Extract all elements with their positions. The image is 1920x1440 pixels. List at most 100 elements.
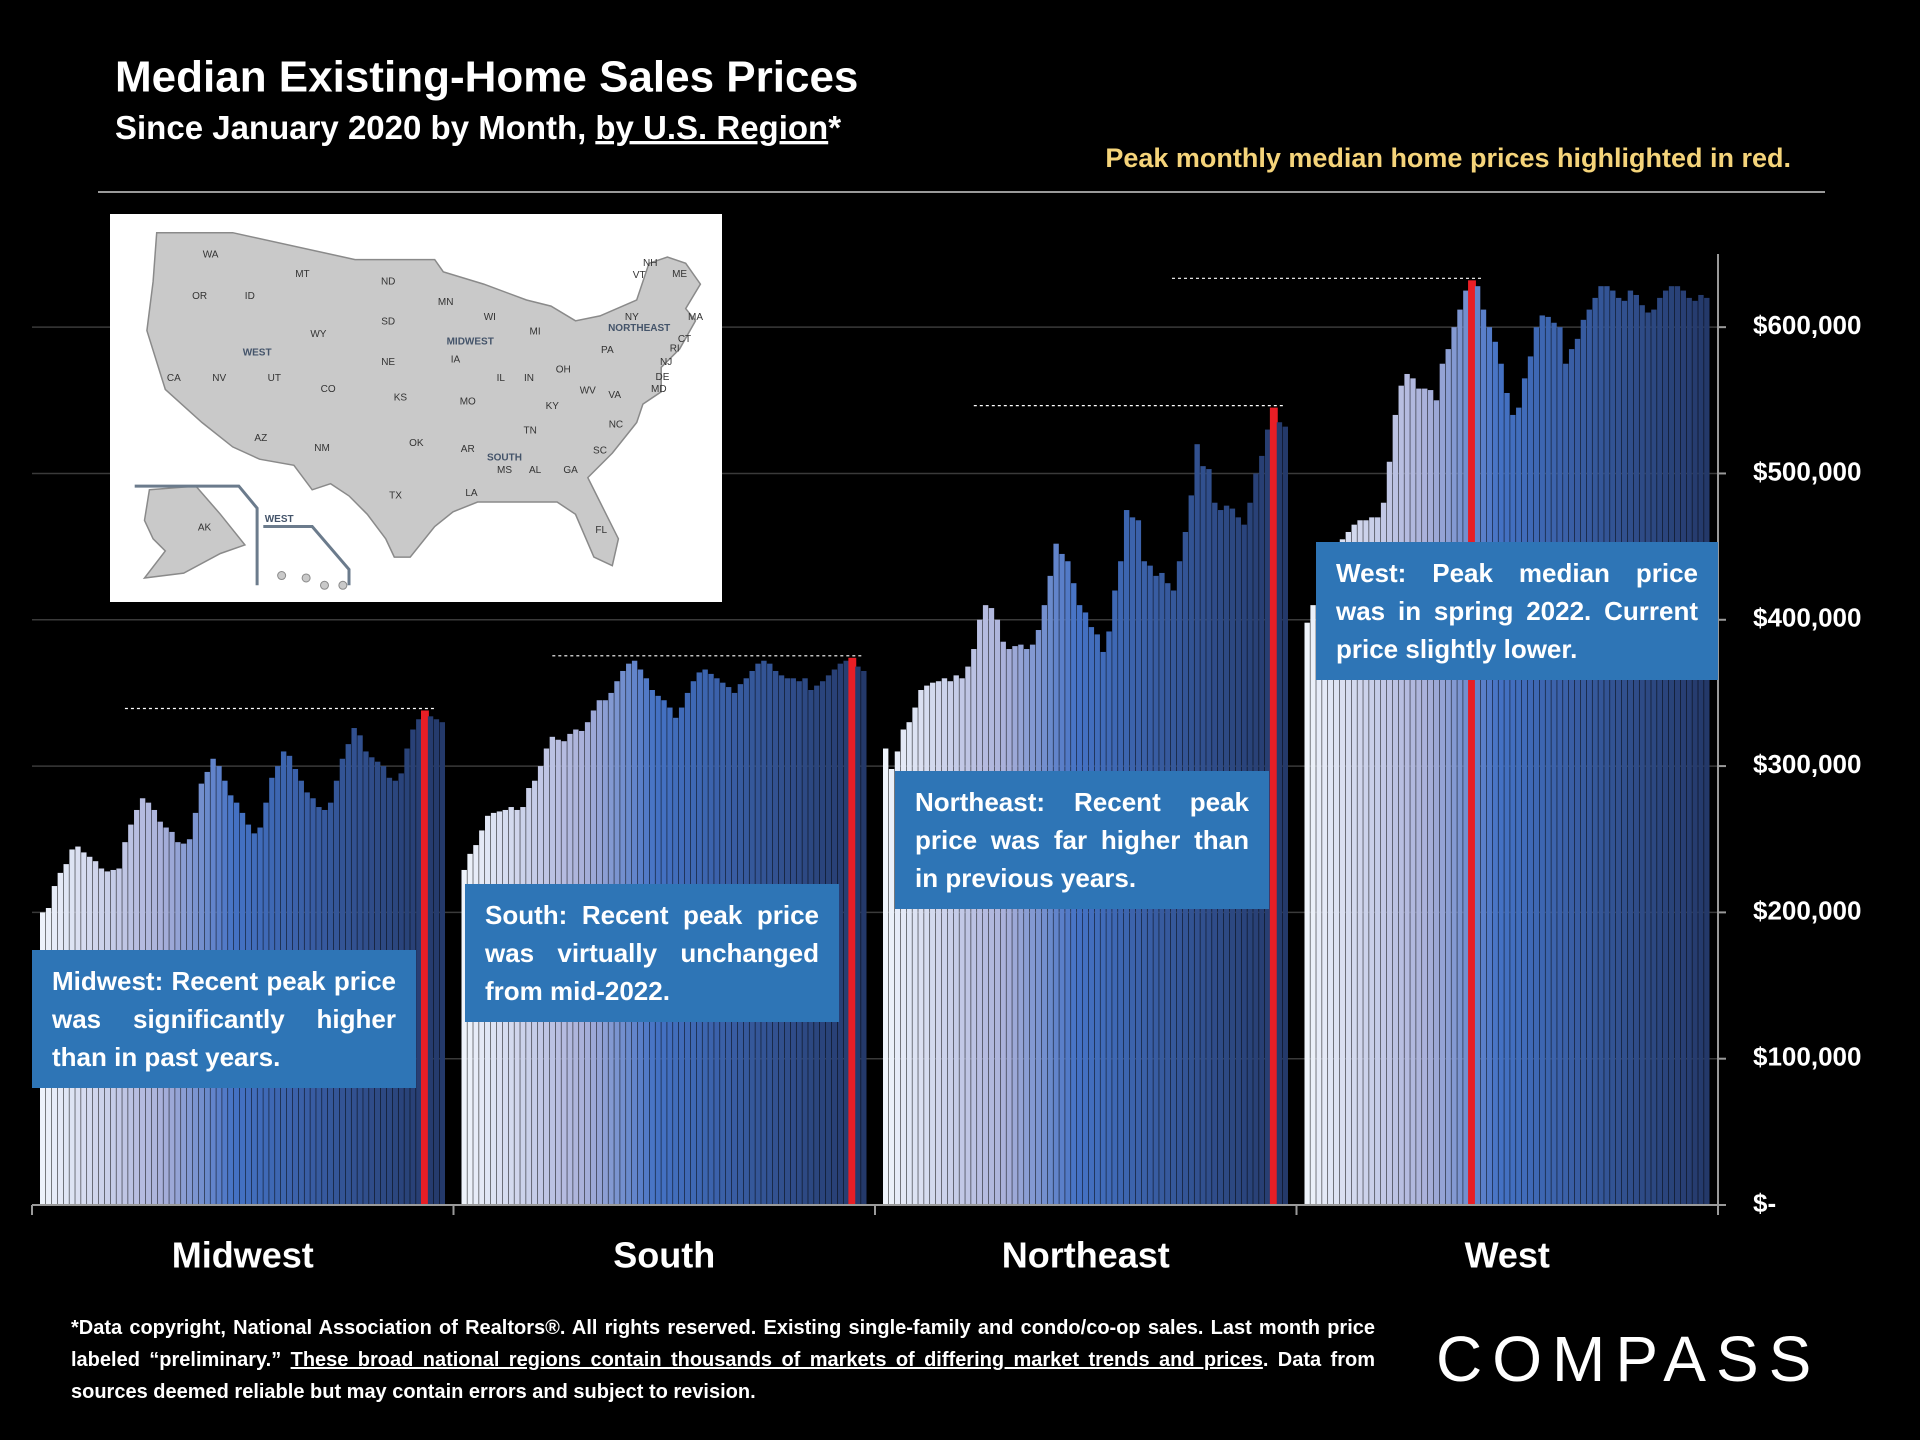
map-state-label: PA [601,345,614,356]
bar [1276,422,1283,1205]
bar [1088,627,1095,1205]
bar [883,748,889,1205]
map-state-label: NM [314,443,330,454]
bar [1439,363,1446,1205]
y-tick-label: $- [1753,1188,1776,1218]
bar [900,729,907,1205]
bar [1498,363,1504,1205]
bar [1369,517,1375,1205]
bar [1392,414,1399,1205]
bar [1563,363,1569,1205]
map-state-label: CA [167,373,181,384]
bar [1006,649,1012,1205]
map-state-label: RI [670,344,680,355]
bar [837,663,843,1205]
bar [930,682,936,1205]
bar [1018,644,1024,1205]
bar [1451,327,1457,1206]
bar [1474,286,1481,1205]
map-state-label: MI [530,326,541,337]
bar [1035,630,1042,1205]
y-tick-label: $500,000 [1753,456,1861,486]
bar [473,845,479,1205]
map-state-label: MS [497,465,512,476]
map-state-label: DE [656,372,670,383]
bar [1012,646,1018,1205]
bar [947,681,954,1205]
footnote-text: *Data copyright, National Association of… [71,1317,1375,1371]
map-state-label: ME [672,269,687,280]
bar [1551,322,1557,1205]
bar [1339,539,1346,1205]
map-state-label: IA [451,355,461,366]
map-state-label: AK [198,522,212,533]
map-state-label: VA [608,390,621,401]
bar [1510,414,1516,1205]
bar [1598,286,1604,1205]
map-state-label: CT [678,334,691,345]
bar [1345,531,1352,1205]
bar [1398,385,1404,1206]
bar [1000,641,1006,1205]
bar [1516,407,1522,1206]
map-state-label: SC [593,445,607,456]
map-frame [134,484,259,586]
bar [953,675,959,1205]
subtitle-part: Since January 2020 by Month, [115,109,586,146]
map-state-label: TN [524,426,537,437]
bar [1100,651,1106,1205]
map-state-label: LA [465,488,478,499]
bar [1463,290,1469,1206]
bar [1416,388,1422,1205]
bar [888,769,895,1205]
map-state-label: FL [595,525,607,536]
bar [924,685,930,1205]
bar [1633,294,1639,1205]
map-state-label: NH [643,258,657,269]
subtitle-part: * [828,109,841,146]
map-shape [338,580,348,590]
bar [1568,349,1575,1206]
map-state-label: NC [609,420,623,431]
y-tick-label: $200,000 [1753,895,1861,925]
bar [1422,388,1428,1205]
map-state-label: NE [381,357,395,368]
bar [427,716,434,1205]
map-state-label: UT [268,373,281,384]
chart-title: Median Existing-Home Sales Prices [115,53,858,102]
bar [1486,327,1493,1206]
map-inset: WEST MIDWEST NORTHEAST SOUTH WEST WA MT ND MN OR I… [110,214,722,602]
map-shape [146,231,702,567]
annotation: Northeast: Recent peak price was far hig… [895,771,1269,909]
bar [439,722,445,1205]
bar [912,707,918,1205]
bar [1692,300,1698,1205]
map-state-label: MT [295,269,309,280]
category-label: West [1465,1235,1550,1276]
map-region-label: MIDWEST [447,336,494,347]
bar [1427,390,1434,1205]
bar [1610,290,1616,1206]
map-state-label: AZ [254,433,267,444]
bar [1357,520,1363,1205]
bar [1615,297,1622,1205]
map-state-label: AL [529,465,542,476]
peak-bar [848,657,857,1205]
bar [1533,327,1540,1206]
bar [1410,378,1416,1205]
map-state-label: OR [192,291,207,302]
bar [1651,309,1657,1205]
bar [1106,631,1112,1205]
logo: COMPASS [1436,1323,1822,1395]
bar [941,678,948,1205]
map-state-label: MA [688,312,703,323]
bar [1704,297,1710,1205]
bar [1586,309,1592,1205]
bar [977,619,983,1205]
bar [1433,400,1440,1205]
map-region-label: SOUTH [487,453,522,464]
bar [894,751,901,1205]
bar [1668,286,1675,1205]
bar [935,681,942,1205]
